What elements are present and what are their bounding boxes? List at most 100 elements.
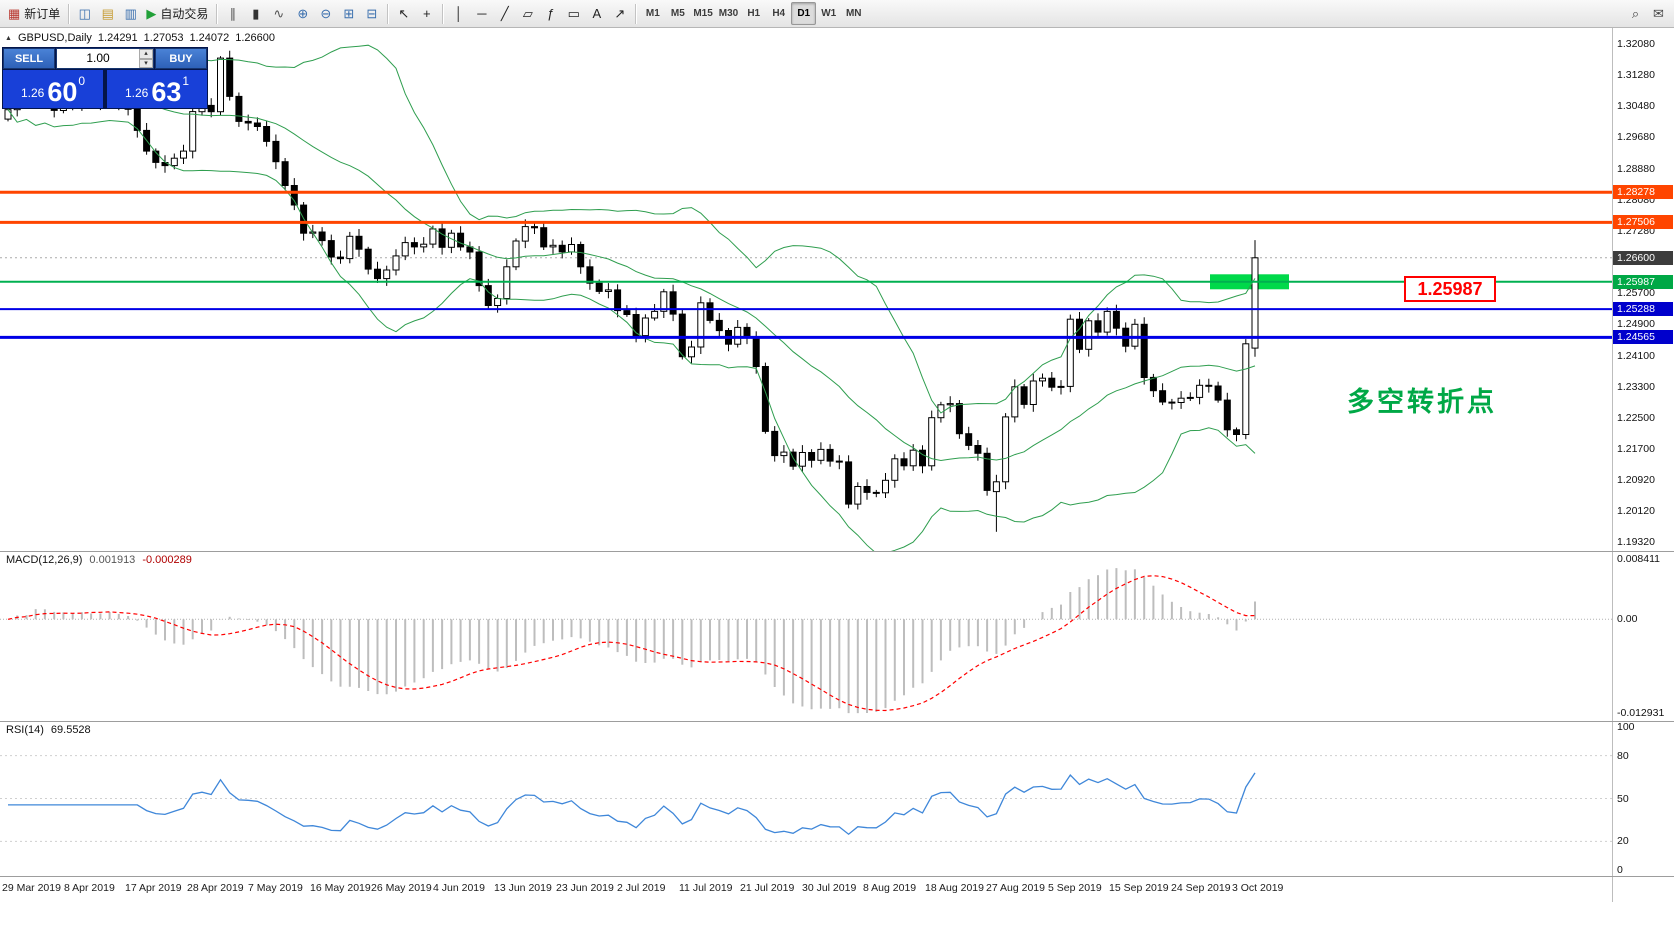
buy-price-display[interactable]: 1.26 63 1 <box>107 70 207 108</box>
fibonacci-button[interactable]: ƒ <box>539 2 562 25</box>
time-axis-label: 2 Jul 2019 <box>617 882 666 894</box>
annotation-text[interactable]: 多空转折点 <box>1347 387 1497 417</box>
crosshair-button[interactable]: + <box>415 2 438 25</box>
price-axis-label: 1.28880 <box>1617 163 1655 175</box>
autotrade-play-button[interactable]: ▶ 自动交易 <box>142 2 212 25</box>
horizontal-line-button[interactable]: ─ <box>470 2 493 25</box>
toolbar-separator <box>68 3 70 24</box>
time-axis-label: 30 Jul 2019 <box>802 882 857 894</box>
time-axis[interactable]: 29 Mar 2019 8 Apr 2019 17 Apr 2019 28 Apr 2… <box>0 876 1674 952</box>
timeframe-m15-button[interactable]: M15 <box>690 2 715 25</box>
timeframe-mn-button[interactable]: MN <box>841 2 866 25</box>
time-axis-label: 17 Apr 2019 <box>125 882 182 894</box>
time-axis-label: 8 Aug 2019 <box>863 882 917 894</box>
macd-axis-label: 0.008411 <box>1617 553 1661 565</box>
rsi-axis-label: 100 <box>1617 721 1635 733</box>
time-axis-label: 3 Oct 2019 <box>1232 882 1284 894</box>
text-icon: A <box>592 6 602 21</box>
rsi-value: 69.5528 <box>50 724 91 736</box>
volume-down-button[interactable]: ▾ <box>139 58 153 68</box>
toolbar-separator <box>387 3 389 24</box>
arrows-icon: ↗ <box>614 6 626 21</box>
shapes-button[interactable]: ▭ <box>562 2 585 25</box>
rsi-label: RSI(14) 69.5528 <box>6 724 91 736</box>
price-axis-label: 1.30480 <box>1617 100 1655 112</box>
ohlc-high: 1.27053 <box>143 32 184 44</box>
line-chart-button[interactable]: ∿ <box>267 2 290 25</box>
trendline-button[interactable]: ╱ <box>493 2 516 25</box>
tile-windows-button[interactable]: ⊞ <box>337 2 360 25</box>
time-axis-label: 21 Jul 2019 <box>740 882 795 894</box>
macd-axis-label: -0.012931 <box>1617 707 1665 719</box>
rsi-axis[interactable]: 100 80 50 20 0 <box>1612 721 1674 876</box>
timeframe-w1-button[interactable]: W1 <box>816 2 841 25</box>
time-axis-label: 15 Sep 2019 <box>1109 882 1169 894</box>
rsi-axis-label: 0 <box>1617 864 1623 876</box>
buy-price-big: 63 <box>151 77 182 107</box>
market-watch-button[interactable]: ▥ <box>119 2 142 25</box>
timeframe-m1-button[interactable]: M1 <box>640 2 665 25</box>
main-chart[interactable]: ▲ GBPUSD,Daily 1.24291 1.27053 1.24072 1… <box>0 28 1612 551</box>
macd-axis[interactable]: 0.008411 0.00 -0.012931 <box>1612 551 1674 721</box>
ohlc-open: 1.24291 <box>97 32 138 44</box>
line-chart-icon: ∿ <box>273 6 285 21</box>
price-axis-label: 1.24100 <box>1617 350 1655 362</box>
trendline-icon: ╱ <box>500 6 509 21</box>
arrows-button[interactable]: ↗ <box>608 2 631 25</box>
chart-marker-icon: ▲ <box>5 34 12 42</box>
time-axis-label: 24 Sep 2019 <box>1171 882 1231 894</box>
volume-up-button[interactable]: ▴ <box>139 49 153 59</box>
panel-separator[interactable] <box>0 551 1674 552</box>
price-axis-label: 1.21700 <box>1617 443 1655 455</box>
zoom-in-button[interactable]: ⊕ <box>291 2 314 25</box>
time-axis-label: 13 Jun 2019 <box>494 882 552 894</box>
timeframe-m30-button[interactable]: M30 <box>716 2 741 25</box>
new-order-button[interactable]: ▦ 新订单 <box>4 2 64 25</box>
ohlc-close: 1.26600 <box>235 32 275 44</box>
toolbar-separator <box>635 3 637 24</box>
arrange-windows-button[interactable]: ⊟ <box>360 2 383 25</box>
zoom-out-button[interactable]: ⊖ <box>314 2 337 25</box>
volume-value[interactable]: 1.00 <box>86 51 110 65</box>
timeframe-h4-button[interactable]: H4 <box>766 2 791 25</box>
autotrade-play-icon: ▶ <box>146 6 157 21</box>
chat-button[interactable]: ✉ <box>1647 2 1670 25</box>
timeframe-h1-button[interactable]: H1 <box>741 2 766 25</box>
search-button[interactable]: ⌕ <box>1624 2 1647 25</box>
bar-chart-button[interactable]: ∥ <box>221 2 244 25</box>
price-axis-label: 1.31280 <box>1617 69 1655 81</box>
buy-button[interactable]: BUY <box>155 48 207 69</box>
rsi-axis-label: 20 <box>1617 835 1629 847</box>
timeframe-m5-button[interactable]: M5 <box>665 2 690 25</box>
text-button[interactable]: A <box>585 2 608 25</box>
volume-field[interactable]: 1.00 ▴ ▾ <box>56 48 154 69</box>
profiles-button[interactable]: ▤ <box>96 2 119 25</box>
new-order-label: 新订单 <box>24 7 61 21</box>
channel-button[interactable]: ▱ <box>516 2 539 25</box>
market-watch-icon: ▥ <box>124 6 137 21</box>
panel-separator[interactable] <box>0 721 1674 722</box>
sell-button[interactable]: SELL <box>3 48 55 69</box>
cursor-icon: ↖ <box>398 6 410 21</box>
price-axis-label: 1.20920 <box>1617 474 1655 486</box>
candle-chart-button[interactable]: ▮ <box>244 2 267 25</box>
macd-panel[interactable]: MACD(12,26,9) 0.001913 -0.000289 <box>0 551 1612 721</box>
profiles-icon: ▤ <box>101 6 114 21</box>
search-icon: ⌕ <box>1631 6 1640 21</box>
panel-separator <box>0 876 1674 877</box>
rsi-panel[interactable]: RSI(14) 69.5528 <box>0 721 1612 876</box>
rsi-name: RSI(14) <box>6 724 44 736</box>
timeframe-d1-button[interactable]: D1 <box>791 2 817 25</box>
time-axis-label: 11 Jul 2019 <box>679 882 733 894</box>
vertical-line-button[interactable]: │ <box>447 2 470 25</box>
charts-window-button[interactable]: ◫ <box>73 2 96 25</box>
zoom-out-icon: ⊖ <box>320 6 332 21</box>
sell-price-display[interactable]: 1.26 60 0 <box>3 70 103 108</box>
charts-window-icon: ◫ <box>78 6 91 21</box>
price-callout-label[interactable]: 1.25987 <box>1404 276 1496 302</box>
price-axis[interactable]: 1.32080 1.31280 1.30480 1.29680 1.28880 1.280… <box>1612 28 1674 551</box>
time-axis-label: 7 May 2019 <box>248 882 303 894</box>
toolbar-separator <box>216 3 218 24</box>
cursor-button[interactable]: ↖ <box>392 2 415 25</box>
